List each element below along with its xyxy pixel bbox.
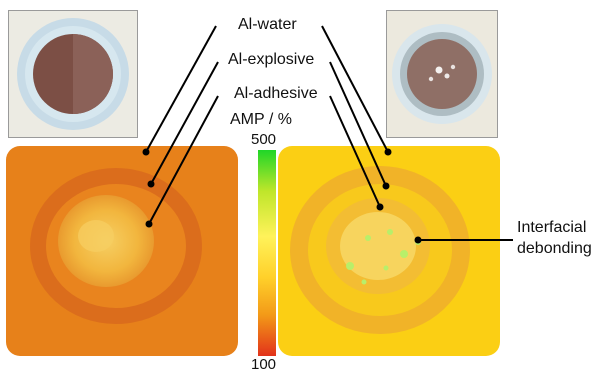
amp-scale-title: AMP / % [230, 111, 292, 128]
specimen-photo-right [386, 10, 498, 138]
cscan-map-left [6, 146, 238, 356]
amp-color-scale-graphic [258, 150, 276, 356]
label-al-adhesive: Al-adhesive [234, 85, 318, 102]
label-al-explosive: Al-explosive [228, 51, 315, 68]
cscan-map-left-graphic [6, 146, 238, 356]
amp-scale-min: 100 [251, 356, 277, 373]
specimen-photo-left-graphic [9, 11, 137, 137]
cscan-map-right [278, 146, 500, 356]
label-interfacial-line1: Interfacial [517, 219, 587, 236]
specimen-photo-right-graphic [387, 11, 497, 137]
amp-color-scale [258, 150, 276, 356]
specimen-photo-left [8, 10, 138, 138]
cscan-map-right-graphic [278, 146, 500, 356]
amp-scale-max: 500 [251, 131, 277, 148]
label-interfacial-line2: debonding [517, 240, 592, 257]
label-al-water: Al-water [238, 16, 297, 33]
